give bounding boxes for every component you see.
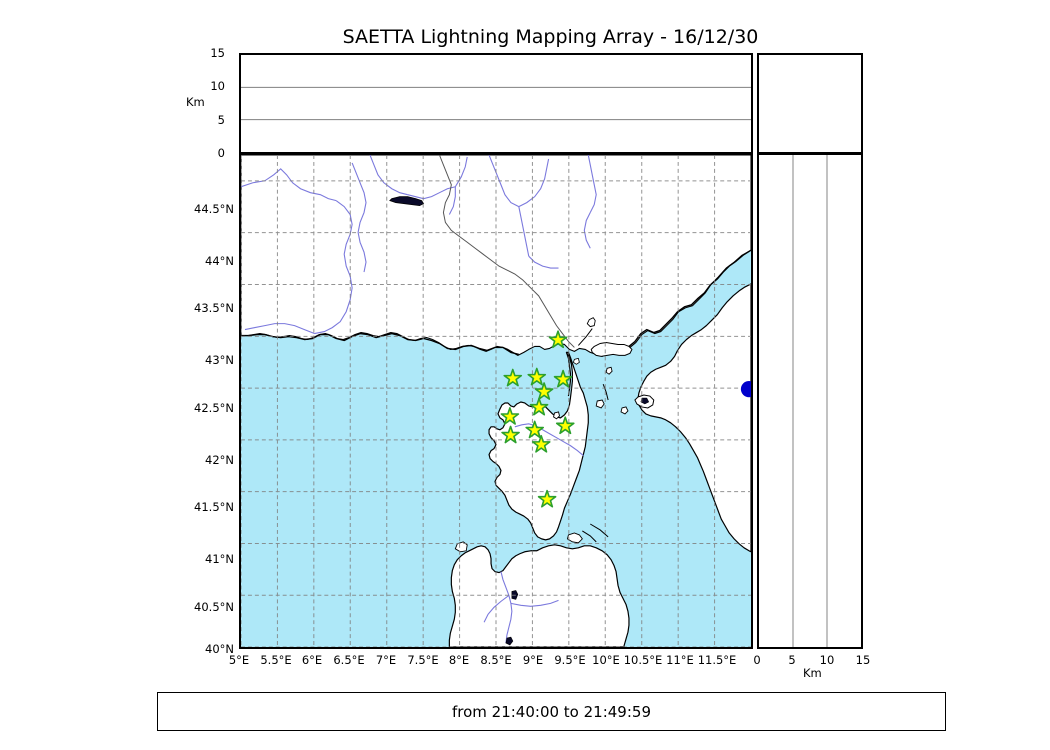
lat-label-40: 40°N xyxy=(205,642,234,656)
lon-label-8-5: 8.5°E xyxy=(480,653,512,667)
sardinia-rivers xyxy=(483,571,559,644)
lat-label-41: 41°N xyxy=(205,552,234,566)
right-panel-gridlines xyxy=(792,155,828,647)
argentario-lagoon xyxy=(640,397,650,405)
top-panel-axis-label: Km xyxy=(186,95,205,109)
right-panel-xtick-0: 0 xyxy=(753,653,761,667)
top-altitude-panel[interactable] xyxy=(239,53,753,154)
provence-coastline xyxy=(241,332,519,356)
sardinia-landmass xyxy=(448,544,630,647)
lon-label-5: 5°E xyxy=(228,653,250,667)
right-panel-axis-label: Km xyxy=(803,666,822,680)
station-star xyxy=(525,420,545,439)
corner-panel xyxy=(757,53,863,154)
station-star xyxy=(534,382,554,400)
elba-islet-small xyxy=(572,357,580,365)
station-star xyxy=(548,330,568,349)
station-star xyxy=(537,489,557,508)
lon-label-9: 9°E xyxy=(522,653,544,667)
lon-label-5-5: 5.5°E xyxy=(260,653,292,667)
lat-label-44-5: 44.5°N xyxy=(194,202,234,216)
station-star xyxy=(531,434,551,453)
right-altitude-panel[interactable] xyxy=(757,153,863,649)
main-map-panel[interactable] xyxy=(239,153,753,649)
lon-label-7-5: 7.5°E xyxy=(407,653,439,667)
lat-label-44: 44°N xyxy=(205,254,234,268)
right-panel-xtick-15: 15 xyxy=(855,653,871,667)
lat-label-42: 42°N xyxy=(205,453,234,467)
map-gridlines xyxy=(241,155,751,647)
station-star xyxy=(555,416,575,435)
lightning-source-point xyxy=(740,380,751,398)
lat-label-40-5: 40.5°N xyxy=(194,600,234,614)
lat-label-41-5: 41.5°N xyxy=(194,500,234,514)
maddalena-islands xyxy=(566,532,583,544)
top-panel-gridlines xyxy=(241,86,751,121)
status-text: from 21:40:00 to 21:49:59 xyxy=(451,702,651,721)
top-panel-ytick-15: 15 xyxy=(210,46,225,60)
country-border xyxy=(438,155,575,348)
station-star xyxy=(501,425,520,444)
lon-label-11: 11°E xyxy=(666,653,694,667)
station-star xyxy=(527,367,547,386)
right-panel-xtick-10: 10 xyxy=(819,653,835,667)
top-panel-ytick-5: 5 xyxy=(217,113,225,127)
lon-label-10: 10°E xyxy=(592,653,620,667)
italy-west-coast xyxy=(637,283,751,553)
giglio-island xyxy=(620,406,629,415)
station-star xyxy=(503,368,523,387)
lon-label-10-5: 10.5°E xyxy=(623,653,663,667)
map-graphic xyxy=(241,155,751,647)
lat-label-43: 43°N xyxy=(205,353,234,367)
station-star xyxy=(529,397,549,416)
lon-label-11-5: 11.5°E xyxy=(697,653,737,667)
montecristo-island xyxy=(553,411,560,420)
lon-label-6-5: 6.5°E xyxy=(333,653,365,667)
station-star xyxy=(553,369,573,388)
lon-label-9-5: 9.5°E xyxy=(554,653,586,667)
station-star xyxy=(500,407,520,425)
sardinia-lake-2 xyxy=(505,636,514,646)
top-panel-ytick-0: 0 xyxy=(217,146,225,160)
pianosa-island xyxy=(595,399,605,409)
lon-label-8: 8°E xyxy=(448,653,470,667)
coast-fragments xyxy=(577,328,609,543)
asinara-island xyxy=(454,541,468,553)
lat-label-42-5: 42.5°N xyxy=(194,401,234,415)
top-panel-ytick-10: 10 xyxy=(210,79,225,93)
status-bar[interactable]: from 21:40:00 to 21:49:59 xyxy=(157,692,946,731)
page-title: SAETTA Lightning Mapping Array - 16/12/3… xyxy=(342,26,759,48)
lon-label-6: 6°E xyxy=(301,653,323,667)
elba-island xyxy=(590,341,633,357)
lon-label-7: 7°E xyxy=(375,653,397,667)
right-panel-xtick-5: 5 xyxy=(788,653,796,667)
gorgona-island xyxy=(605,366,613,375)
lake-geneva xyxy=(389,196,425,206)
lat-label-43-5: 43.5°N xyxy=(194,301,234,315)
capraia-island xyxy=(586,317,596,328)
station-markers xyxy=(500,330,575,508)
